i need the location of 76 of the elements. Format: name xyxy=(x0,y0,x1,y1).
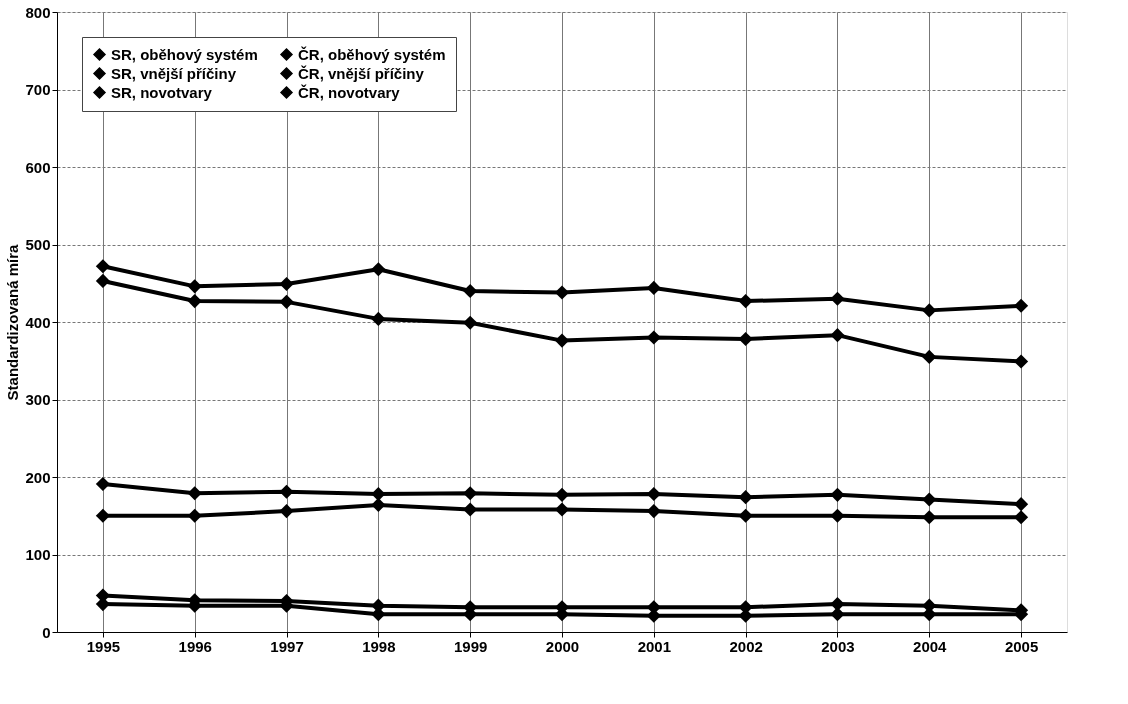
point xyxy=(463,315,478,330)
point xyxy=(279,294,294,309)
point xyxy=(187,508,202,523)
point xyxy=(922,492,937,507)
point xyxy=(95,476,110,492)
y-tick-label: 0 xyxy=(42,623,51,641)
point xyxy=(554,502,570,517)
point xyxy=(738,508,753,523)
point xyxy=(187,279,202,294)
point xyxy=(95,273,110,288)
point xyxy=(371,607,386,622)
legend-label: SR, oběhový systém xyxy=(111,45,258,63)
point xyxy=(830,328,845,343)
point xyxy=(646,504,661,519)
x-tick-label: 2003 xyxy=(821,637,855,655)
point xyxy=(371,486,386,502)
x-tick-label: 1996 xyxy=(178,637,212,655)
point xyxy=(95,597,110,612)
point xyxy=(463,283,478,299)
point xyxy=(279,484,294,499)
point xyxy=(830,607,845,622)
point xyxy=(830,508,845,523)
legend-label: SR, novotvary xyxy=(111,83,213,101)
legend-label: ČR, vnější příčiny xyxy=(298,64,425,82)
point xyxy=(922,349,937,364)
point xyxy=(738,331,753,347)
point xyxy=(463,486,478,501)
point xyxy=(1014,354,1029,369)
legend-label: ČR, novotvary xyxy=(298,83,401,101)
point xyxy=(554,487,570,502)
point xyxy=(371,262,386,277)
point xyxy=(738,294,753,309)
y-tick-label: 200 xyxy=(25,468,51,486)
point xyxy=(830,487,845,502)
x-tick-label: 1997 xyxy=(270,637,304,655)
point xyxy=(1014,497,1029,512)
y-tick-label: 700 xyxy=(25,81,51,98)
point xyxy=(279,276,294,292)
point xyxy=(463,502,478,517)
point xyxy=(95,508,110,523)
point xyxy=(646,280,661,295)
point xyxy=(646,330,661,345)
x-tick-label: 2001 xyxy=(637,637,672,655)
point xyxy=(371,311,386,326)
point xyxy=(830,291,845,306)
point xyxy=(554,333,570,348)
point xyxy=(1014,510,1029,525)
legend-label: ČR, oběhový systém xyxy=(298,45,446,63)
point xyxy=(1014,298,1029,313)
point xyxy=(554,285,570,300)
point xyxy=(830,597,845,612)
point xyxy=(95,259,110,274)
point xyxy=(646,486,661,502)
x-tick-label: 1998 xyxy=(362,637,396,655)
y-tick-label: 800 xyxy=(25,3,51,21)
point xyxy=(371,497,386,512)
x-tick-label: 2000 xyxy=(545,637,580,655)
x-tick-label: 2002 xyxy=(729,637,763,655)
y-tick-label: 600 xyxy=(25,158,51,176)
x-tick-label: 1999 xyxy=(453,637,488,655)
x-tick-label: 2005 xyxy=(1004,637,1039,655)
y-tick-label: 100 xyxy=(25,546,51,563)
y-axis-title: Standardizovaná míra xyxy=(4,243,22,401)
point xyxy=(187,294,202,309)
x-tick-label: 2004 xyxy=(913,637,948,655)
point xyxy=(279,504,294,519)
y-tick-label: 400 xyxy=(25,313,51,331)
point xyxy=(922,607,937,622)
legend-label: SR, vnější příčiny xyxy=(111,64,237,82)
point xyxy=(738,490,753,505)
point xyxy=(922,303,937,318)
point xyxy=(187,486,202,501)
x-tick-label: 1995 xyxy=(86,637,121,655)
y-tick-label: 500 xyxy=(25,236,51,253)
point xyxy=(922,510,937,525)
y-tick-label: 300 xyxy=(25,391,51,408)
